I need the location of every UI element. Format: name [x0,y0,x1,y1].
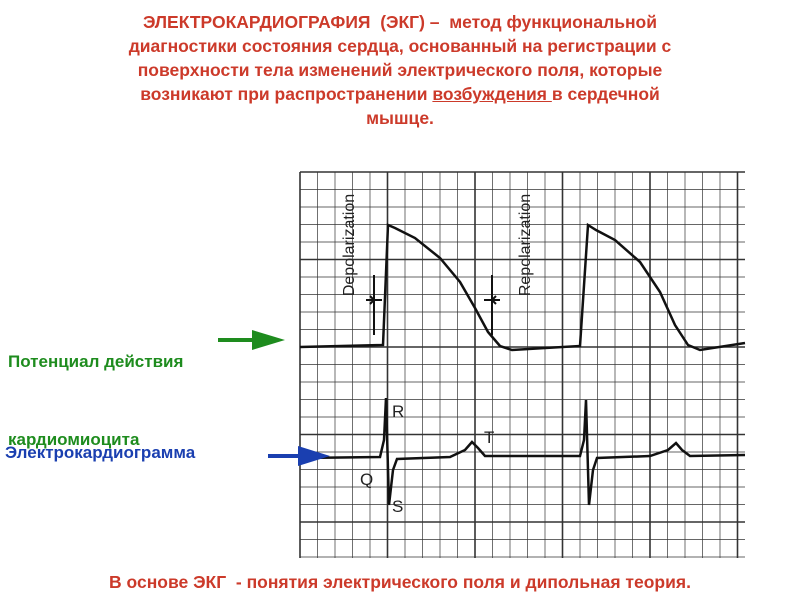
title-line: поверхности тела изменений электрическог… [137,60,663,80]
ecg-label: Электрокардиограмма [5,443,196,462]
title: ЭЛЕКТРОКАРДИОГРАФИЯ (ЭКГ) – метод функци… [0,10,800,130]
green-arrow [218,330,285,350]
action-potential-curve [299,222,746,352]
title-link[interactable]: возбуждения [432,84,552,104]
t-label: T [484,428,494,447]
footer: В основе ЭКГ - понятия электрического по… [109,572,691,592]
blue-arrow [268,446,330,466]
repolarization-label: Repolarization [517,194,534,296]
label-line: кардиомиоцита [8,430,140,449]
title-line: диагностики состояния сердца, основанный… [128,36,672,56]
ecg-curve [299,397,746,506]
action-potential-label: Потенциал действия кардиомиоцита [8,297,183,505]
depolarization-marker [366,275,382,335]
s-label: S [392,497,403,516]
repolarization-marker [484,275,500,335]
title-line: ЭЛЕКТРОКАРДИОГРАФИЯ (ЭКГ) – метод функци… [142,12,657,32]
q-label: Q [360,470,373,489]
r-label: R [392,402,404,421]
title-line: возникают при распространении возбуждени… [0,82,800,106]
label-line: Потенциал действия [8,352,184,371]
title-text: в сердечной [551,84,660,104]
depolarization-label: Depolarization [341,194,358,296]
title-text: возникают при распространении [140,84,433,104]
title-line: мышце. [366,108,434,128]
